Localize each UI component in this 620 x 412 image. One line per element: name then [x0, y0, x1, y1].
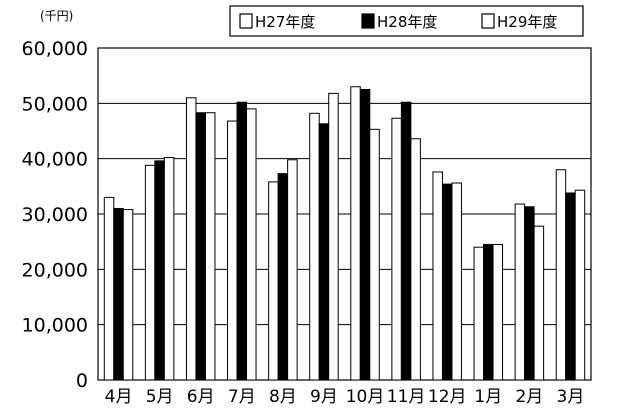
bar — [328, 92, 339, 381]
bar — [204, 112, 216, 381]
bar — [268, 181, 279, 381]
bar — [113, 207, 124, 381]
bar — [359, 89, 371, 381]
y-tick-label: 10,000 — [22, 315, 88, 337]
legend-label-h27: H27年度 — [255, 13, 315, 31]
legend-swatch-h28 — [361, 13, 375, 29]
bar — [227, 120, 238, 381]
x-tick-label: 10月 — [346, 387, 385, 407]
x-tick-label: 1月 — [474, 387, 502, 407]
bar — [400, 101, 412, 381]
y-tick-label: 50,000 — [22, 93, 88, 115]
y-tick-labels: 0 10,000 20,000 30,000 40,000 50,000 60,000 — [22, 38, 88, 392]
y-tick-label: 20,000 — [22, 259, 88, 281]
bar — [122, 209, 134, 381]
bar — [277, 173, 289, 381]
x-tick-label: 5月 — [146, 387, 174, 407]
bar — [350, 86, 361, 381]
bar — [318, 123, 330, 381]
x-tick-label: 7月 — [228, 387, 256, 407]
x-tick-label: 2月 — [515, 387, 543, 407]
bars — [103, 86, 586, 381]
x-tick-label: 11月 — [387, 387, 426, 407]
x-tick-label: 8月 — [269, 387, 297, 407]
bar — [441, 183, 453, 381]
bar — [410, 138, 421, 381]
x-tick-label: 9月 — [310, 387, 338, 407]
x-tick-label: 4月 — [105, 387, 133, 407]
bar — [246, 108, 257, 381]
y-tick-label: 60,000 — [22, 38, 88, 60]
bar — [369, 128, 380, 381]
bar — [483, 243, 494, 381]
bar — [144, 164, 156, 381]
legend-swatch-h29 — [481, 13, 495, 29]
bar — [287, 159, 298, 381]
bar — [154, 160, 165, 381]
bar — [533, 225, 545, 381]
bar — [309, 112, 320, 381]
x-tick-labels: 4月 5月 6月 7月 8月 9月 10月 11月 12月 1月 2月 3月 — [105, 387, 585, 407]
legend-swatch-h27 — [239, 13, 253, 29]
bar — [555, 169, 567, 381]
legend-box — [229, 5, 584, 37]
bar — [451, 182, 462, 381]
y-tick-label: 40,000 — [22, 149, 88, 171]
bar — [492, 243, 504, 381]
bar — [432, 171, 443, 381]
y-tick-label: 30,000 — [22, 204, 88, 226]
bar — [473, 246, 485, 381]
legend-label-h29: H29年度 — [497, 13, 557, 31]
bar — [565, 192, 576, 381]
bar — [185, 97, 197, 381]
x-tick-label: 12月 — [428, 387, 467, 407]
bar — [514, 203, 526, 381]
gridlines — [98, 102, 591, 326]
bar — [163, 157, 175, 381]
bar — [103, 196, 115, 381]
bar — [524, 206, 535, 381]
legend-label-h28: H28年度 — [377, 13, 437, 31]
x-tick-label: 6月 — [187, 387, 215, 407]
bar — [574, 189, 586, 381]
x-tick-label: 3月 — [557, 387, 585, 407]
bar — [391, 117, 402, 381]
y-unit-label: (千円) — [40, 9, 73, 23]
bar — [236, 101, 248, 381]
y-tick-label: 0 — [76, 370, 88, 392]
legend: H27年度 H28年度 H29年度 — [229, 5, 584, 37]
bar — [195, 112, 206, 381]
